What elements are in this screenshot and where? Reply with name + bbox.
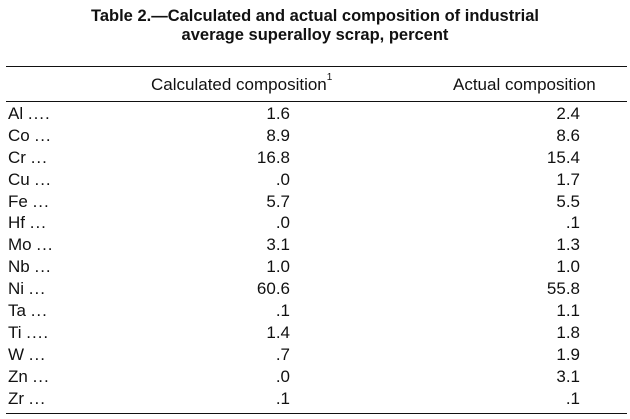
element-label: Ni ...: [8, 278, 46, 300]
element-label: Nb ...: [8, 256, 52, 278]
actual-value: 55.8: [546, 279, 580, 299]
element-label: Hf ...: [8, 212, 47, 234]
calculated-value: .0: [275, 366, 290, 386]
table-row: W ... .7 1.9: [0, 344, 630, 366]
leader-dots: ...: [32, 191, 50, 211]
table-row: Ta ... .1 1.1: [0, 300, 630, 322]
table-row: Fe ... 5.7 5.5: [0, 191, 630, 213]
header-calculated-label: Calculated composition: [151, 75, 327, 94]
element-label: Co ...: [8, 125, 52, 147]
actual-value: 15.4: [546, 147, 580, 167]
element-symbol: Fe: [8, 191, 28, 211]
table-row: Cu ... .0 1.7: [0, 169, 630, 191]
table-row: Co ... 8.9 8.6: [0, 125, 630, 147]
actual-value: 5.5: [556, 191, 580, 211]
table-row: Nb ... 1.0 1.0: [0, 256, 630, 278]
calculated-value: 1.4: [266, 322, 290, 342]
table-title-line-2: average superalloy scrap, percent: [181, 26, 449, 44]
actual-value: 2.4: [556, 104, 580, 123]
leader-dots: ...: [28, 344, 46, 364]
footnote-marker: 1: [326, 72, 333, 84]
actual-value: 1.9: [556, 344, 580, 364]
element-symbol: Hf: [8, 213, 25, 233]
calculated-value: 16.8: [256, 147, 290, 167]
table-body: Al .... 1.6 2.4 Co ... 8.9 8.6 Cr ... 16.8 15.4 C…: [0, 103, 630, 409]
actual-value: 1.7: [556, 169, 580, 189]
element-label: Mo ...: [8, 234, 54, 256]
bottom-rule: [6, 413, 627, 414]
leader-dots: ...: [34, 125, 52, 145]
element-symbol: Co: [8, 125, 30, 145]
element-label: W ...: [8, 344, 46, 366]
element-symbol: Cr: [8, 147, 26, 167]
element-symbol: Cu: [8, 169, 30, 189]
leader-dots: ...: [36, 235, 54, 255]
element-label: Cr ...: [8, 147, 48, 169]
table-title-line-1: Table 2.—Calculated and actual compositi…: [90, 7, 539, 25]
actual-value: 1.8: [556, 322, 580, 342]
element-symbol: W: [8, 344, 25, 364]
element-symbol: Zr: [8, 388, 25, 408]
table-row: Mo ... 3.1 1.3: [0, 234, 630, 256]
leader-dots: ...: [34, 257, 52, 277]
actual-value: 1.3: [556, 235, 580, 255]
calculated-value: 3.1: [266, 235, 290, 255]
element-symbol: Mo: [8, 235, 32, 255]
table-row: Ni ... 60.6 55.8: [0, 278, 630, 300]
leader-dots: ...: [28, 279, 46, 299]
actual-value: 1.0: [556, 257, 580, 277]
table-row: Al .... 1.6 2.4: [0, 103, 630, 125]
element-label: Zr ...: [8, 388, 46, 410]
leader-dots: ...: [30, 301, 48, 321]
element-symbol: Al: [8, 104, 24, 123]
actual-value: .1: [565, 213, 580, 233]
table-row: Zr ... .1 .1: [0, 388, 630, 410]
element-label: Ti ....: [8, 322, 49, 344]
element-label: Al ....: [8, 103, 51, 125]
table-row: Zn ... .0 3.1: [0, 366, 630, 388]
actual-value: 1.1: [556, 301, 580, 321]
calculated-value: .1: [275, 301, 290, 321]
leader-dots: ...: [28, 388, 46, 408]
calculated-value: 60.6: [256, 279, 290, 299]
leader-dots: ...: [29, 213, 47, 233]
header-actual-composition: Actual composition: [453, 75, 596, 94]
header-calculated-composition: Calculated composition1: [151, 72, 333, 96]
element-label: Fe ...: [8, 191, 50, 213]
element-symbol: Ni: [8, 279, 25, 299]
calculated-value: 1.6: [266, 104, 290, 123]
calculated-value: 5.7: [266, 191, 290, 211]
leader-dots: ....: [26, 322, 50, 342]
calculated-value: .7: [275, 344, 290, 364]
element-symbol: Nb: [8, 257, 30, 277]
header-rule: [6, 101, 627, 102]
actual-value: .1: [565, 388, 580, 408]
table-title: Table 2.—Calculated and actual compositi…: [0, 7, 630, 45]
leader-dots: ...: [34, 169, 52, 189]
element-symbol: Ta: [8, 301, 26, 321]
element-label: Cu ...: [8, 169, 52, 191]
element-symbol: Zn: [8, 366, 28, 386]
actual-value: 3.1: [556, 366, 580, 386]
top-rule: [6, 66, 627, 67]
calculated-value: .0: [275, 169, 290, 189]
table-row: Cr ... 16.8 15.4: [0, 147, 630, 169]
element-label: Zn ...: [8, 366, 50, 388]
table-row: Hf ... .0 .1: [0, 212, 630, 234]
leader-dots: ...: [30, 147, 48, 167]
calculated-value: .1: [275, 388, 290, 408]
element-symbol: Ti: [8, 322, 22, 342]
table-row: Ti .... 1.4 1.8: [0, 322, 630, 344]
element-label: Ta ...: [8, 300, 48, 322]
calculated-value: 1.0: [266, 257, 290, 277]
leader-dots: ...: [32, 366, 50, 386]
actual-value: 8.6: [556, 125, 580, 145]
calculated-value: .0: [275, 213, 290, 233]
leader-dots: ....: [27, 104, 51, 123]
calculated-value: 8.9: [266, 125, 290, 145]
